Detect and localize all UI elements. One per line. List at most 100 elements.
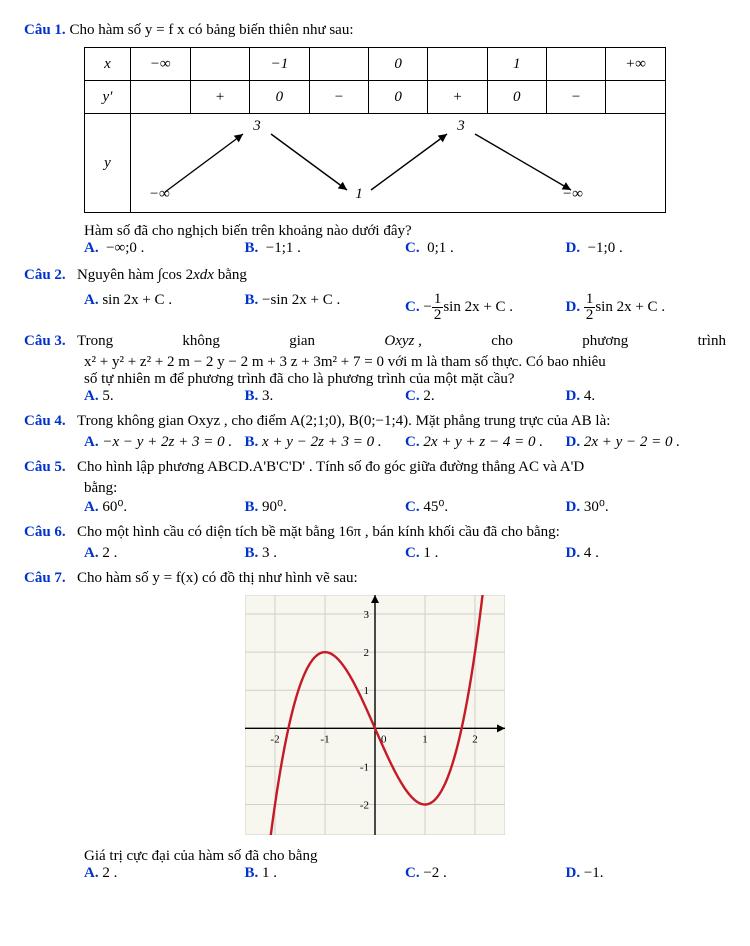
opt-b[interactable]: B. 1 . [245,865,406,882]
cell [309,48,368,81]
cell: 0 [369,48,428,81]
cell [606,81,666,114]
q6-stem: Cho một hình cầu có diện tích bề mặt bằn… [77,524,560,541]
cell: − [546,81,605,114]
q-label: Câu 7. [24,570,66,587]
svg-text:2: 2 [472,733,478,745]
opt-c[interactable]: C. 2x + y + z − 4 = 0 . [405,434,566,451]
q7-sub: Giá trị cực đại của hàm số đã cho bằng [84,848,726,865]
opt-c[interactable]: C. −2 . [405,865,566,882]
val-top1: 3 [252,118,261,134]
cell: 1 [487,48,546,81]
opt-a[interactable]: A. 2 . [84,545,245,562]
cell: x [85,48,131,81]
cell: − [309,81,368,114]
cell [130,81,190,114]
q1-stem: Cho hàm số y = f x có bảng biến thiên nh… [69,22,353,39]
opt-b[interactable]: B. 90⁰. [245,497,406,516]
q3-options: A. 5. B. 3. C. 2. D. 4. [84,388,726,405]
variation-table: x −∞ −1 0 1 +∞ y′ + 0 − 0 + 0 − y [84,47,666,213]
q5-stem1: Cho hình lập phương ABCD.A'B'C'D' . Tính… [77,459,584,476]
opt-d[interactable]: D. 4. [566,388,727,405]
q3-line3: số tự nhiên m để phương trình đã cho là … [84,371,726,388]
q2-options: A. sin 2x + C . B. −sin 2x + C . C. −12s… [84,292,726,323]
opt-d[interactable]: D. 30⁰. [566,497,727,516]
cell: + [428,81,487,114]
opt-d[interactable]: D. −1. [566,865,727,882]
cell [546,48,605,81]
cell: 0 [250,81,310,114]
cell [428,48,487,81]
cell: 0 [487,81,546,114]
q5: Câu 5. Cho hình lập phương ABCD.A'B'C'D'… [24,459,726,476]
cell: y [85,114,131,213]
opt-a[interactable]: A. 5. [84,388,245,405]
row-y: y 3 3 1 −∞ −∞ [85,114,666,213]
q-label: Câu 4. [24,413,66,430]
val-left-inf: −∞ [149,186,170,202]
q-label: Câu 1. [24,22,66,39]
opt-b[interactable]: B. −1;1 . [245,240,406,257]
opt-c[interactable]: C. 2. [405,388,566,405]
opt-d[interactable]: D. 12sin 2x + C . [566,292,727,323]
cell [190,48,249,81]
q-label: Câu 2. [24,267,66,284]
svg-text:2: 2 [364,647,370,659]
opt-b[interactable]: B. x + y − 2z + 3 = 0 . [245,434,406,451]
svg-text:3: 3 [364,609,370,621]
opt-a[interactable]: A. 2 . [84,865,245,882]
q3-eq: x² + y² + z² + 2 m − 2 y − 2 m + 3 z + 3… [84,354,726,371]
arrow-cell: 3 3 1 −∞ −∞ [130,114,665,213]
q7-chart-wrap: -2-112-2-11230 [24,595,726,840]
opt-d[interactable]: D. 2x + y − 2 = 0 . [566,434,727,451]
cell: −1 [250,48,310,81]
svg-text:1: 1 [422,733,428,745]
svg-text:-2: -2 [360,800,369,812]
val-right-inf: −∞ [562,186,583,202]
opt-c[interactable]: C. −12sin 2x + C . [405,292,566,323]
opt-a[interactable]: A. −∞;0 . [84,240,245,257]
opt-c[interactable]: C. 0;1 . [405,240,566,257]
q7-stem: Cho hàm số y = f(x) có đồ thị như hình v… [77,570,358,587]
q4: Câu 4. Trong không gian Oxyz , cho điểm … [24,413,726,430]
q6-options: A. 2 . B. 3 . C. 1 . D. 4 . [84,545,726,562]
q-label: Câu 5. [24,459,66,476]
val-top2: 3 [456,118,465,134]
opt-b[interactable]: B. 3 . [245,545,406,562]
q2-stem: Nguyên hàm ∫cos 2xdx bằng [77,267,247,284]
q-label: Câu 6. [24,524,66,541]
svg-text:-1: -1 [320,733,329,745]
val-bot-mid: 1 [355,186,363,202]
q7: Câu 7. Cho hàm số y = f(x) có đồ thị như… [24,570,726,587]
q3-line1: Trong không gian Oxyz , cho phương trình [77,333,726,350]
cell: y′ [85,81,131,114]
row-yprime: y′ + 0 − 0 + 0 − [85,81,666,114]
q2: Câu 2. Nguyên hàm ∫cos 2xdx bằng [24,267,726,284]
opt-c[interactable]: C. 45⁰. [405,497,566,516]
row-x: x −∞ −1 0 1 +∞ [85,48,666,81]
q-label: Câu 3. [24,333,66,350]
q1-sub: Hàm số đã cho nghịch biến trên khoảng nà… [84,223,726,240]
opt-d[interactable]: D. 4 . [566,545,727,562]
q6: Câu 6. Cho một hình cầu có diện tích bề … [24,524,726,541]
q1-options: A. −∞;0 . B. −1;1 . C. 0;1 . D. −1;0 . [84,240,726,257]
q7-options: A. 2 . B. 1 . C. −2 . D. −1. [84,865,726,882]
opt-c[interactable]: C. 1 . [405,545,566,562]
opt-b[interactable]: B. 3. [245,388,406,405]
opt-b[interactable]: B. −sin 2x + C . [245,292,406,323]
q4-options: A. −x − y + 2z + 3 = 0 . B. x + y − 2z +… [84,434,726,451]
q1: Câu 1. Cho hàm số y = f x có bảng biến t… [24,22,726,39]
opt-a[interactable]: A. sin 2x + C . [84,292,245,323]
q7-chart: -2-112-2-11230 [245,595,505,835]
cell: −∞ [130,48,190,81]
opt-a[interactable]: A. 60⁰. [84,497,245,516]
opt-d[interactable]: D. −1;0 . [566,240,727,257]
q5-stem2: bằng: [84,480,726,497]
svg-text:1: 1 [364,685,370,697]
cell: + [190,81,249,114]
variation-arrows: 3 3 1 −∞ −∞ [131,114,597,204]
q5-options: A. 60⁰. B. 90⁰. C. 45⁰. D. 30⁰. [84,497,726,516]
opt-a[interactable]: A. −x − y + 2z + 3 = 0 . [84,434,245,451]
q4-stem: Trong không gian Oxyz , cho điểm A(2;1;0… [77,413,610,430]
svg-text:-1: -1 [360,761,369,773]
